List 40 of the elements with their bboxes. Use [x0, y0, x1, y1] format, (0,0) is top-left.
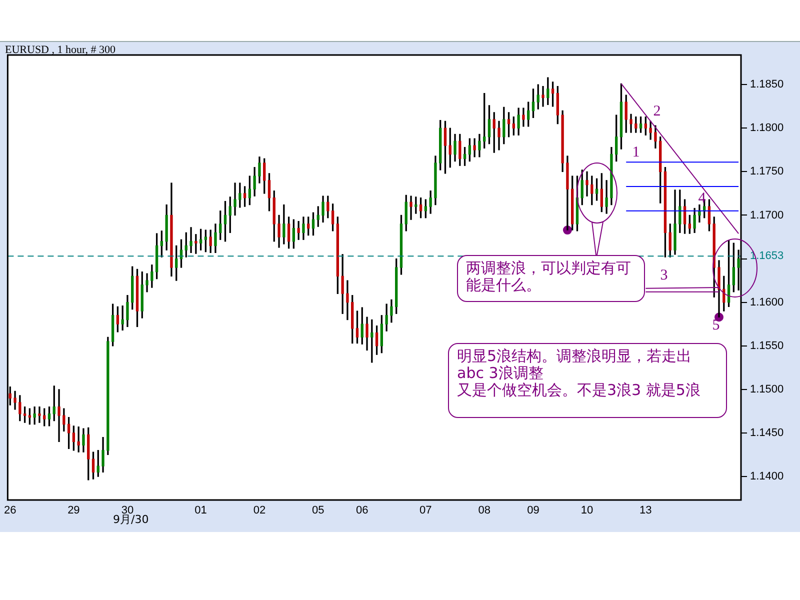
y-tick-label: 1.1800 [750, 122, 784, 134]
x-tick-label: 10 [580, 504, 594, 517]
candlestick [234, 182, 236, 216]
x-tick-label: 01 [194, 504, 207, 517]
annotation: 明显5浪结构。调整浪明显，若走出abc 3浪调整 [457, 347, 693, 382]
candlestick [121, 305, 124, 331]
candlestick [346, 280, 349, 320]
x-tick-label: 26 [4, 504, 16, 517]
y-tick-label: 1.1700 [750, 209, 784, 222]
annotation: 两调整浪，可以判定有可能是什么。 [466, 259, 632, 294]
annotation: 1 [632, 144, 640, 162]
y-tick-label: 1.1500 [750, 383, 784, 396]
x-tick-label: 02 [253, 504, 266, 517]
candlestick [542, 86, 544, 107]
chart-title: EURUSD , 1 hour, # 300 [5, 44, 116, 56]
x-tick-label: 06 [356, 504, 368, 517]
candlestick [410, 196, 412, 220]
candlestick [38, 406, 41, 423]
candlestick [58, 389, 60, 442]
candlestick [586, 171, 588, 196]
y-tick-label: 1.1400 [750, 470, 784, 483]
candlestick [33, 406, 36, 425]
annotation: 2 [653, 104, 661, 120]
x-tick-label: 07 [420, 504, 432, 517]
x-tick-label: 09 [527, 504, 540, 517]
y-tick-label: 1.1450 [750, 426, 784, 439]
x-tick-label: 05 [312, 504, 324, 517]
candlestick [77, 426, 80, 452]
y-tick-label: 1.1850 [750, 78, 784, 91]
candlestick [190, 227, 192, 254]
y-tick-label: 1.1550 [750, 340, 784, 352]
x-tick-label: 13 [640, 504, 652, 517]
y-tick-label: 1.1750 [750, 166, 784, 178]
annotation: 3 [660, 268, 668, 284]
text: 9月/30 [113, 513, 149, 527]
x-tick-label: 29 [68, 504, 80, 517]
x-tick-label: 08 [478, 504, 490, 517]
annotation: 又是个做空机会。不是3浪3 就是5浪 [457, 381, 702, 399]
annotation: 4 [698, 190, 706, 208]
y-tick-label: 1.1600 [750, 296, 784, 308]
